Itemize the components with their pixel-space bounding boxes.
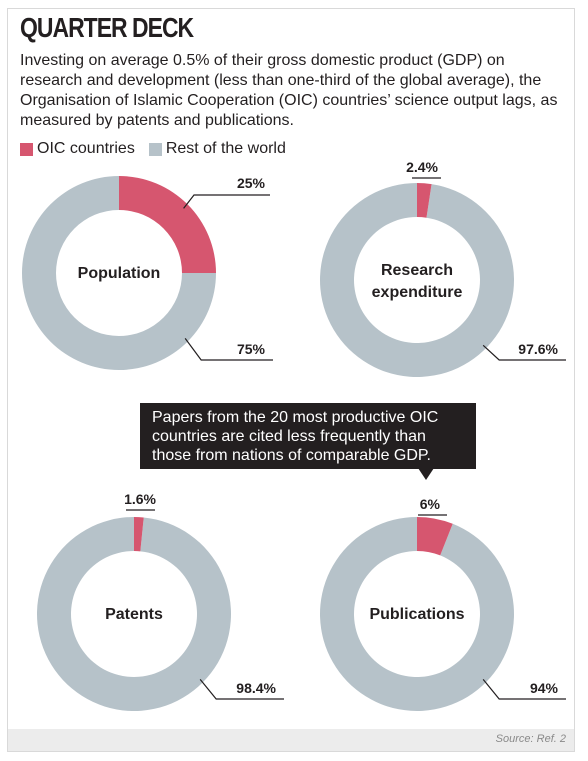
callout-pointer bbox=[418, 468, 434, 480]
page-title: QUARTER DECK bbox=[20, 12, 194, 43]
value-label-oic-research-expenditure: 2.4% bbox=[406, 159, 438, 175]
callout-box: Papers from the 20 most productive OIC c… bbox=[140, 403, 476, 469]
donut-population: 25% 75% Population bbox=[21, 175, 273, 370]
slice-oic-research-expenditure bbox=[417, 183, 432, 218]
donut-title-research-expenditure-line2: expenditure bbox=[372, 284, 463, 301]
legend-swatch-oic bbox=[20, 142, 33, 156]
slice-rest-research-expenditure bbox=[320, 183, 515, 377]
donut-title-publications: Publications bbox=[369, 606, 464, 623]
donut-title-patents: Patents bbox=[105, 606, 163, 623]
callout-text: Papers from the 20 most productive OIC c… bbox=[152, 409, 439, 464]
value-label-oic-patents: 1.6% bbox=[124, 491, 156, 507]
leader-rest-population bbox=[184, 337, 273, 361]
source-bar: Source: Ref. 2 bbox=[8, 729, 574, 751]
intro-text: Investing on average 0.5% of their gross… bbox=[20, 52, 558, 129]
legend-item-rest: Rest of the world bbox=[148, 139, 286, 159]
donut-publications: 6% 94% Publications bbox=[320, 496, 566, 712]
value-label-rest-research-expenditure: 97.6% bbox=[518, 341, 558, 357]
leader-oic-population bbox=[183, 194, 270, 209]
leader-rest-research-expenditure bbox=[482, 344, 566, 361]
slice-oic-publications bbox=[417, 517, 453, 556]
legend-label-rest: Rest of the world bbox=[165, 140, 286, 157]
slice-oic-population bbox=[119, 176, 216, 273]
chart-legend: OIC countries Rest of the world bbox=[20, 139, 300, 159]
leader-rest-publications bbox=[482, 678, 566, 700]
source-note: Source: Ref. 2 bbox=[495, 733, 566, 745]
legend-label-oic: OIC countries bbox=[37, 140, 135, 157]
donut-title-population: Population bbox=[78, 265, 161, 282]
slice-oic-patents bbox=[134, 517, 144, 552]
value-label-rest-population: 75% bbox=[237, 341, 266, 357]
value-label-oic-publications: 6% bbox=[420, 496, 441, 512]
slice-rest-publications bbox=[320, 517, 514, 712]
donut-patents: 1.6% 98.4% Patents bbox=[37, 491, 284, 711]
legend-item-oic: OIC countries bbox=[20, 139, 135, 159]
donut-title-research-expenditure-line1: Research bbox=[381, 262, 453, 279]
value-label-oic-population: 25% bbox=[237, 175, 266, 191]
donut-research-expenditure: 2.4% 97.6% Research expenditure bbox=[320, 159, 566, 377]
slice-rest-patents bbox=[37, 517, 232, 711]
value-label-rest-patents: 98.4% bbox=[236, 680, 276, 696]
value-label-rest-publications: 94% bbox=[530, 680, 559, 696]
leader-rest-patents bbox=[199, 678, 284, 700]
legend-swatch-rest bbox=[148, 142, 162, 156]
slice-rest-population bbox=[21, 176, 217, 370]
